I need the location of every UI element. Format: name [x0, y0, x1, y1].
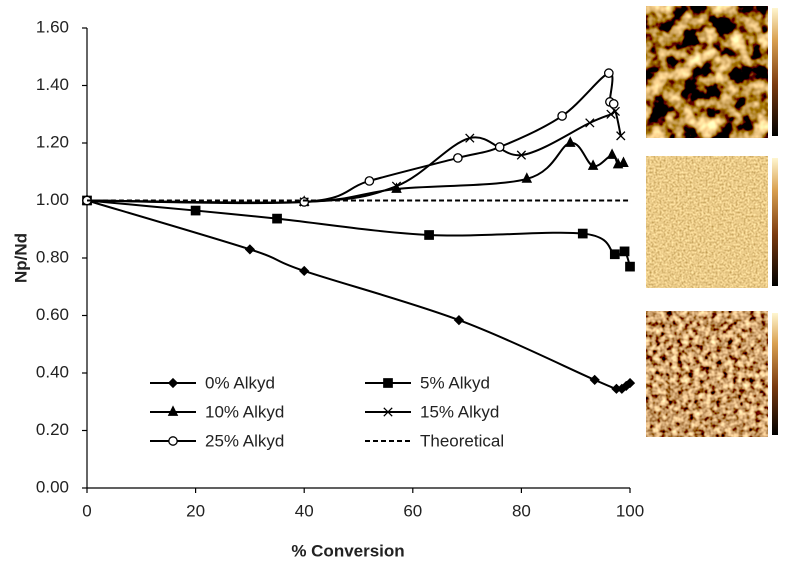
y-tick-label: 1.40	[36, 75, 69, 94]
legend-marker	[167, 405, 179, 416]
marker	[424, 230, 434, 240]
y-tick-label: 1.60	[36, 17, 69, 36]
marker	[465, 133, 475, 143]
legend-label: Theoretical	[420, 431, 504, 450]
series-line	[86, 72, 615, 205]
y-tick-label: 0.40	[36, 362, 69, 381]
marker	[606, 109, 616, 119]
x-tick-label: 0	[82, 501, 91, 520]
legend-marker	[168, 436, 178, 446]
x-tick-label: 100	[616, 501, 644, 520]
marker	[521, 172, 533, 183]
afm-images	[646, 6, 778, 437]
marker	[589, 374, 600, 386]
marker	[618, 156, 629, 167]
marker	[494, 142, 505, 152]
series-line	[86, 109, 622, 204]
y-tick-label: 0.00	[36, 477, 69, 496]
marker	[585, 118, 595, 128]
afm-image	[646, 156, 768, 288]
marker	[299, 265, 310, 277]
x-axis-title: % Conversion	[291, 541, 404, 560]
series-line	[86, 141, 624, 204]
color-bar	[772, 8, 778, 136]
series-line	[86, 199, 631, 267]
marker	[557, 111, 567, 121]
legend-label: 25% Alkyd	[205, 431, 284, 450]
color-bar	[772, 313, 778, 435]
legend-marker	[167, 377, 179, 389]
legend-marker	[383, 378, 393, 388]
marker	[603, 68, 614, 78]
y-tick-label: 1.00	[36, 190, 69, 209]
y-tick-label: 0.80	[36, 247, 69, 266]
y-tick-label: 0.20	[36, 420, 69, 439]
x-tick-label: 20	[186, 501, 205, 520]
marker	[299, 197, 310, 207]
marker	[624, 377, 636, 389]
color-bar	[772, 158, 778, 286]
x-tick-label: 60	[403, 501, 422, 520]
marker	[616, 131, 626, 141]
marker	[608, 99, 619, 109]
afm-image	[646, 311, 768, 437]
legend-label: 15% Alkyd	[420, 402, 499, 421]
marker	[619, 246, 630, 257]
x-tick-label: 80	[512, 501, 531, 520]
legend-label: 10% Alkyd	[205, 402, 284, 421]
marker	[391, 181, 402, 191]
marker	[577, 228, 588, 239]
marker	[453, 153, 463, 163]
marker	[244, 244, 256, 255]
y-axis-title: Np/Nd	[11, 233, 30, 283]
marker	[606, 148, 618, 159]
y-tick-label: 1.20	[36, 132, 69, 151]
marker	[272, 213, 282, 224]
legend-label: 0% Alkyd	[205, 373, 275, 392]
marker	[364, 176, 375, 186]
marker	[453, 314, 465, 326]
marker	[190, 205, 201, 216]
legend-label: 5% Alkyd	[420, 373, 490, 392]
legend-marker	[383, 407, 393, 417]
afm-image	[646, 6, 768, 138]
marker	[625, 261, 635, 272]
marker	[516, 150, 527, 160]
y-tick-label: 0.60	[36, 305, 69, 324]
marker	[609, 249, 620, 260]
marker	[587, 159, 599, 170]
x-tick-label: 40	[295, 501, 314, 520]
marker	[565, 136, 576, 147]
